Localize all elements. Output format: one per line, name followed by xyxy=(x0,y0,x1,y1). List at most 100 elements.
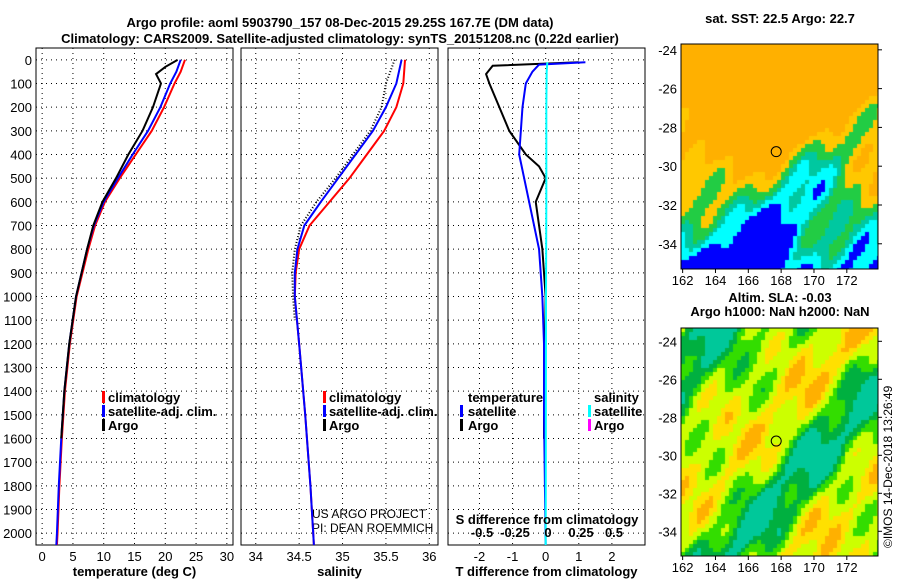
legend-label: satellite xyxy=(594,404,642,419)
series-temperature-argo xyxy=(484,61,579,439)
y-tick-label: 700 xyxy=(10,219,32,234)
x-axis-label: temperature (deg C) xyxy=(73,564,197,579)
temperature-frame xyxy=(35,47,234,546)
sla-map-subtitle: Argo h1000: NaN h2000: NaN xyxy=(690,304,869,319)
lon-tick-label: 168 xyxy=(770,560,792,575)
sla-map-image xyxy=(681,328,878,556)
x-tick-label: 34 xyxy=(249,549,263,564)
lat-tick-label: -34 xyxy=(658,524,677,539)
y-tick-label: 1900 xyxy=(3,503,32,518)
legend-label: Argo xyxy=(329,418,359,433)
legend-swatch xyxy=(323,391,326,403)
series-climatology xyxy=(293,59,407,546)
y-tick-label: 1100 xyxy=(4,313,32,328)
legend-swatch xyxy=(323,405,326,417)
x2-tick-label: -0.5 xyxy=(471,525,493,540)
y-tick-label: 1800 xyxy=(3,479,32,494)
lat-tick-label: -32 xyxy=(658,486,677,501)
x-tick-label: 25 xyxy=(189,549,203,564)
x-tick-label: 10 xyxy=(96,549,110,564)
lat-tick-label: -32 xyxy=(658,198,677,213)
y-tick-label: 300 xyxy=(10,124,32,139)
lon-tick-label: 162 xyxy=(672,273,694,288)
sla-map-frame xyxy=(680,327,879,557)
x-tick-label: 34.5 xyxy=(286,549,311,564)
legend-label: Argo xyxy=(468,418,498,433)
y-tick-label: 1600 xyxy=(3,432,32,447)
lon-tick-label: 172 xyxy=(836,273,858,288)
lon-tick-label: 162 xyxy=(672,560,694,575)
sla-map-title: Altim. SLA: -0.03 xyxy=(728,290,831,305)
imos-stamp: ©IMOS 14-Dec-2018 13:26:49 xyxy=(881,385,895,548)
legend-swatch xyxy=(102,419,105,431)
y-tick-label: 2000 xyxy=(3,526,32,541)
legend-label: satellite-adj. clim. xyxy=(329,404,437,419)
x-tick-label: -2 xyxy=(474,549,486,564)
x-tick-label: 0 xyxy=(542,549,549,564)
x-axis-label: T difference from climatology xyxy=(455,564,638,579)
lon-tick-label: 166 xyxy=(737,273,759,288)
title-line1: Argo profile: aoml 5903790_157 08-Dec-20… xyxy=(126,15,553,30)
lat-tick-label: -26 xyxy=(658,82,677,97)
lon-tick-label: 168 xyxy=(770,273,792,288)
sst-map-image xyxy=(681,44,878,269)
y-tick-label: 200 xyxy=(10,100,32,115)
x-tick-label: 2 xyxy=(608,549,615,564)
x-tick-label: 36 xyxy=(422,549,436,564)
lat-tick-label: -28 xyxy=(658,410,677,425)
legend-swatch xyxy=(102,391,105,403)
lat-tick-label: -34 xyxy=(658,237,677,252)
credit-line2: PI: DEAN ROEMMICH xyxy=(312,521,433,535)
credit-line1: US ARGO PROJECT xyxy=(312,507,427,521)
argo-position-marker xyxy=(770,146,782,158)
y-tick-label: 900 xyxy=(10,266,32,281)
x2-tick-label: 0 xyxy=(544,525,551,540)
legend-swatch xyxy=(460,419,463,431)
y-tick-label: 400 xyxy=(10,148,32,163)
legend-swatch xyxy=(460,405,463,417)
y-tick-label: 600 xyxy=(10,195,32,210)
lat-tick-label: -30 xyxy=(658,159,677,174)
legend-swatch xyxy=(588,419,591,431)
x2-tick-label: 0.25 xyxy=(568,525,593,540)
legend-title-temperature: temperature xyxy=(468,390,543,405)
x2-tick-label: -0.25 xyxy=(500,525,530,540)
lat-tick-label: -28 xyxy=(658,120,677,135)
lon-tick-label: 164 xyxy=(705,560,727,575)
series-temperature-satellite xyxy=(518,61,586,546)
series-satellite-adj-clim- xyxy=(293,59,403,546)
lon-tick-label: 164 xyxy=(705,273,727,288)
lon-tick-label: 166 xyxy=(737,560,759,575)
y-tick-label: 1700 xyxy=(3,455,32,470)
legend-label: satellite-adj. clim. xyxy=(108,404,216,419)
y-tick-label: 1300 xyxy=(3,361,32,376)
sst-map-frame xyxy=(680,43,879,270)
legend-label: Argo xyxy=(594,418,624,433)
legend-label: Argo xyxy=(108,418,138,433)
legend-title-salinity: salinity xyxy=(594,390,640,405)
legend-label: climatology xyxy=(329,390,402,405)
lon-tick-label: 170 xyxy=(803,560,825,575)
lat-tick-label: -26 xyxy=(658,372,677,387)
lon-tick-label: 170 xyxy=(803,273,825,288)
y-tick-label: 1200 xyxy=(3,337,32,352)
y-tick-label: 500 xyxy=(10,171,32,186)
y-tick-label: 1400 xyxy=(3,384,32,399)
series-argo xyxy=(291,59,396,321)
y-tick-label: 1500 xyxy=(3,408,32,423)
series-argo xyxy=(60,58,179,439)
lat-tick-label: -24 xyxy=(658,334,677,349)
argo-position-marker xyxy=(770,435,782,447)
x-tick-label: 5 xyxy=(69,549,76,564)
title-line2: Climatology: CARS2009. Satellite-adjuste… xyxy=(61,31,619,46)
legend-swatch xyxy=(102,405,105,417)
y-tick-label: 0 xyxy=(25,53,32,68)
lat-tick-label: -30 xyxy=(658,448,677,463)
legend-swatch xyxy=(588,405,591,417)
legend-swatch xyxy=(323,419,326,431)
legend-label: climatology xyxy=(108,390,181,405)
x2-tick-label: 0.5 xyxy=(605,525,623,540)
lon-tick-label: 172 xyxy=(836,560,858,575)
x-tick-label: 20 xyxy=(158,549,172,564)
